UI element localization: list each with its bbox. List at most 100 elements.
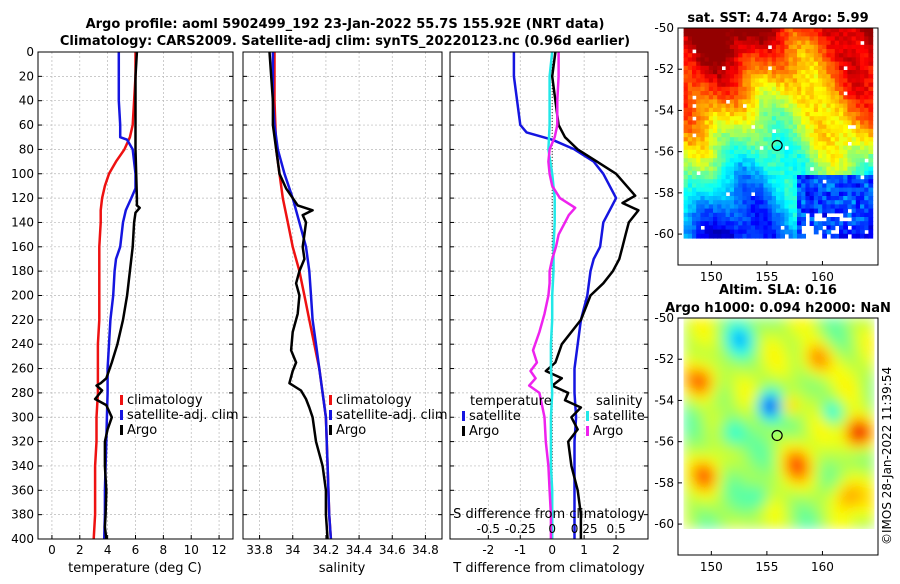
- map-cell: [838, 523, 845, 529]
- map-cell: [792, 44, 798, 50]
- map-cell: [728, 378, 735, 384]
- map-cell: [808, 428, 815, 434]
- map-cell: [692, 175, 697, 180]
- map-cell: [687, 225, 693, 231]
- map-cell: [833, 428, 840, 434]
- map-cell: [683, 91, 689, 96]
- map-cell: [792, 28, 798, 33]
- map-cell: [703, 478, 710, 484]
- map-cell: [853, 513, 860, 519]
- map-cell: [805, 158, 811, 163]
- map-cell: [750, 78, 756, 84]
- map-cell: [839, 233, 844, 239]
- map-cell: [818, 388, 825, 394]
- map-cell: [704, 70, 710, 75]
- map-cell: [788, 28, 794, 33]
- map-cell: [784, 166, 790, 172]
- map-cell: [687, 208, 693, 214]
- map-cell: [784, 137, 790, 142]
- map-cell: [725, 179, 731, 184]
- map-cell: [808, 473, 815, 479]
- map-cell: [813, 120, 819, 126]
- map-cell: [833, 398, 840, 404]
- map-cell: [767, 70, 773, 75]
- map-cell: [798, 338, 805, 344]
- map-cell: [683, 95, 689, 100]
- map-cell: [808, 483, 815, 489]
- map-cell: [721, 99, 727, 105]
- map-cell: [805, 82, 811, 88]
- map-cell: [733, 353, 740, 359]
- map-cell: [818, 99, 823, 105]
- map-cell: [797, 65, 802, 71]
- map-cell: [733, 383, 740, 389]
- map-cell: [853, 518, 860, 524]
- map-cell: [703, 423, 710, 429]
- map-cell: [759, 196, 764, 201]
- map-cell: [688, 318, 695, 324]
- map-cell: [813, 196, 819, 201]
- map-cell: [823, 388, 830, 394]
- map-cell: [776, 65, 781, 71]
- map-cell: [683, 141, 689, 147]
- map-cell: [868, 70, 874, 75]
- map-cell: [813, 162, 819, 168]
- map-cell: [858, 448, 865, 454]
- map-cell: [696, 91, 701, 96]
- map-cell: [773, 378, 780, 384]
- map-cell: [808, 393, 815, 399]
- map-cell: [868, 179, 874, 184]
- map-cell: [830, 116, 836, 121]
- map-cell: [725, 128, 731, 134]
- map-cell: [843, 49, 848, 54]
- map-cell: [813, 413, 820, 419]
- map-cell: [717, 166, 722, 172]
- map-cell: [828, 338, 835, 344]
- map-cell: [693, 328, 700, 334]
- map-cell: [708, 217, 714, 222]
- map-cell: [826, 40, 832, 46]
- map-cell: [851, 212, 857, 218]
- map-cell: [792, 204, 798, 210]
- map-cell: [868, 175, 874, 180]
- map-cell: [688, 358, 695, 364]
- map-cell: [830, 196, 836, 201]
- map-cell: [746, 44, 752, 50]
- map-cell: [828, 448, 835, 454]
- map-cell: [748, 343, 755, 349]
- map-cell: [763, 383, 770, 389]
- map-cell: [843, 166, 848, 172]
- map-cell: [748, 353, 755, 359]
- map-cell: [733, 418, 740, 424]
- map-ytick-label: -52: [654, 62, 674, 76]
- map-cell: [783, 508, 790, 514]
- map-cell: [713, 183, 718, 189]
- map-cell: [843, 128, 848, 134]
- map-cell: [863, 403, 870, 409]
- map-cell: [693, 413, 700, 419]
- map-cell: [855, 212, 861, 218]
- map-cell: [698, 383, 705, 389]
- map-cell: [855, 82, 861, 88]
- map-cell: [792, 141, 798, 147]
- map-cell: [767, 233, 773, 239]
- map-cell: [868, 112, 874, 117]
- map-cell: [763, 353, 770, 359]
- map-cell: [725, 120, 731, 126]
- map-cell: [759, 217, 764, 222]
- map-cell: [693, 438, 700, 444]
- map-cell: [721, 91, 727, 96]
- map-cell: [855, 137, 861, 142]
- map-cell: [708, 116, 714, 121]
- map-cell: [783, 368, 790, 374]
- map-cell: [848, 433, 855, 439]
- map-cell: [759, 149, 764, 155]
- map-cell: [851, 137, 857, 142]
- map-cell: [734, 196, 739, 201]
- map-cell: [801, 57, 806, 63]
- map-cell: [788, 133, 794, 138]
- map-cell: [813, 86, 819, 92]
- map-cell: [784, 124, 790, 130]
- map-cell: [818, 82, 823, 88]
- map-cell: [723, 403, 730, 409]
